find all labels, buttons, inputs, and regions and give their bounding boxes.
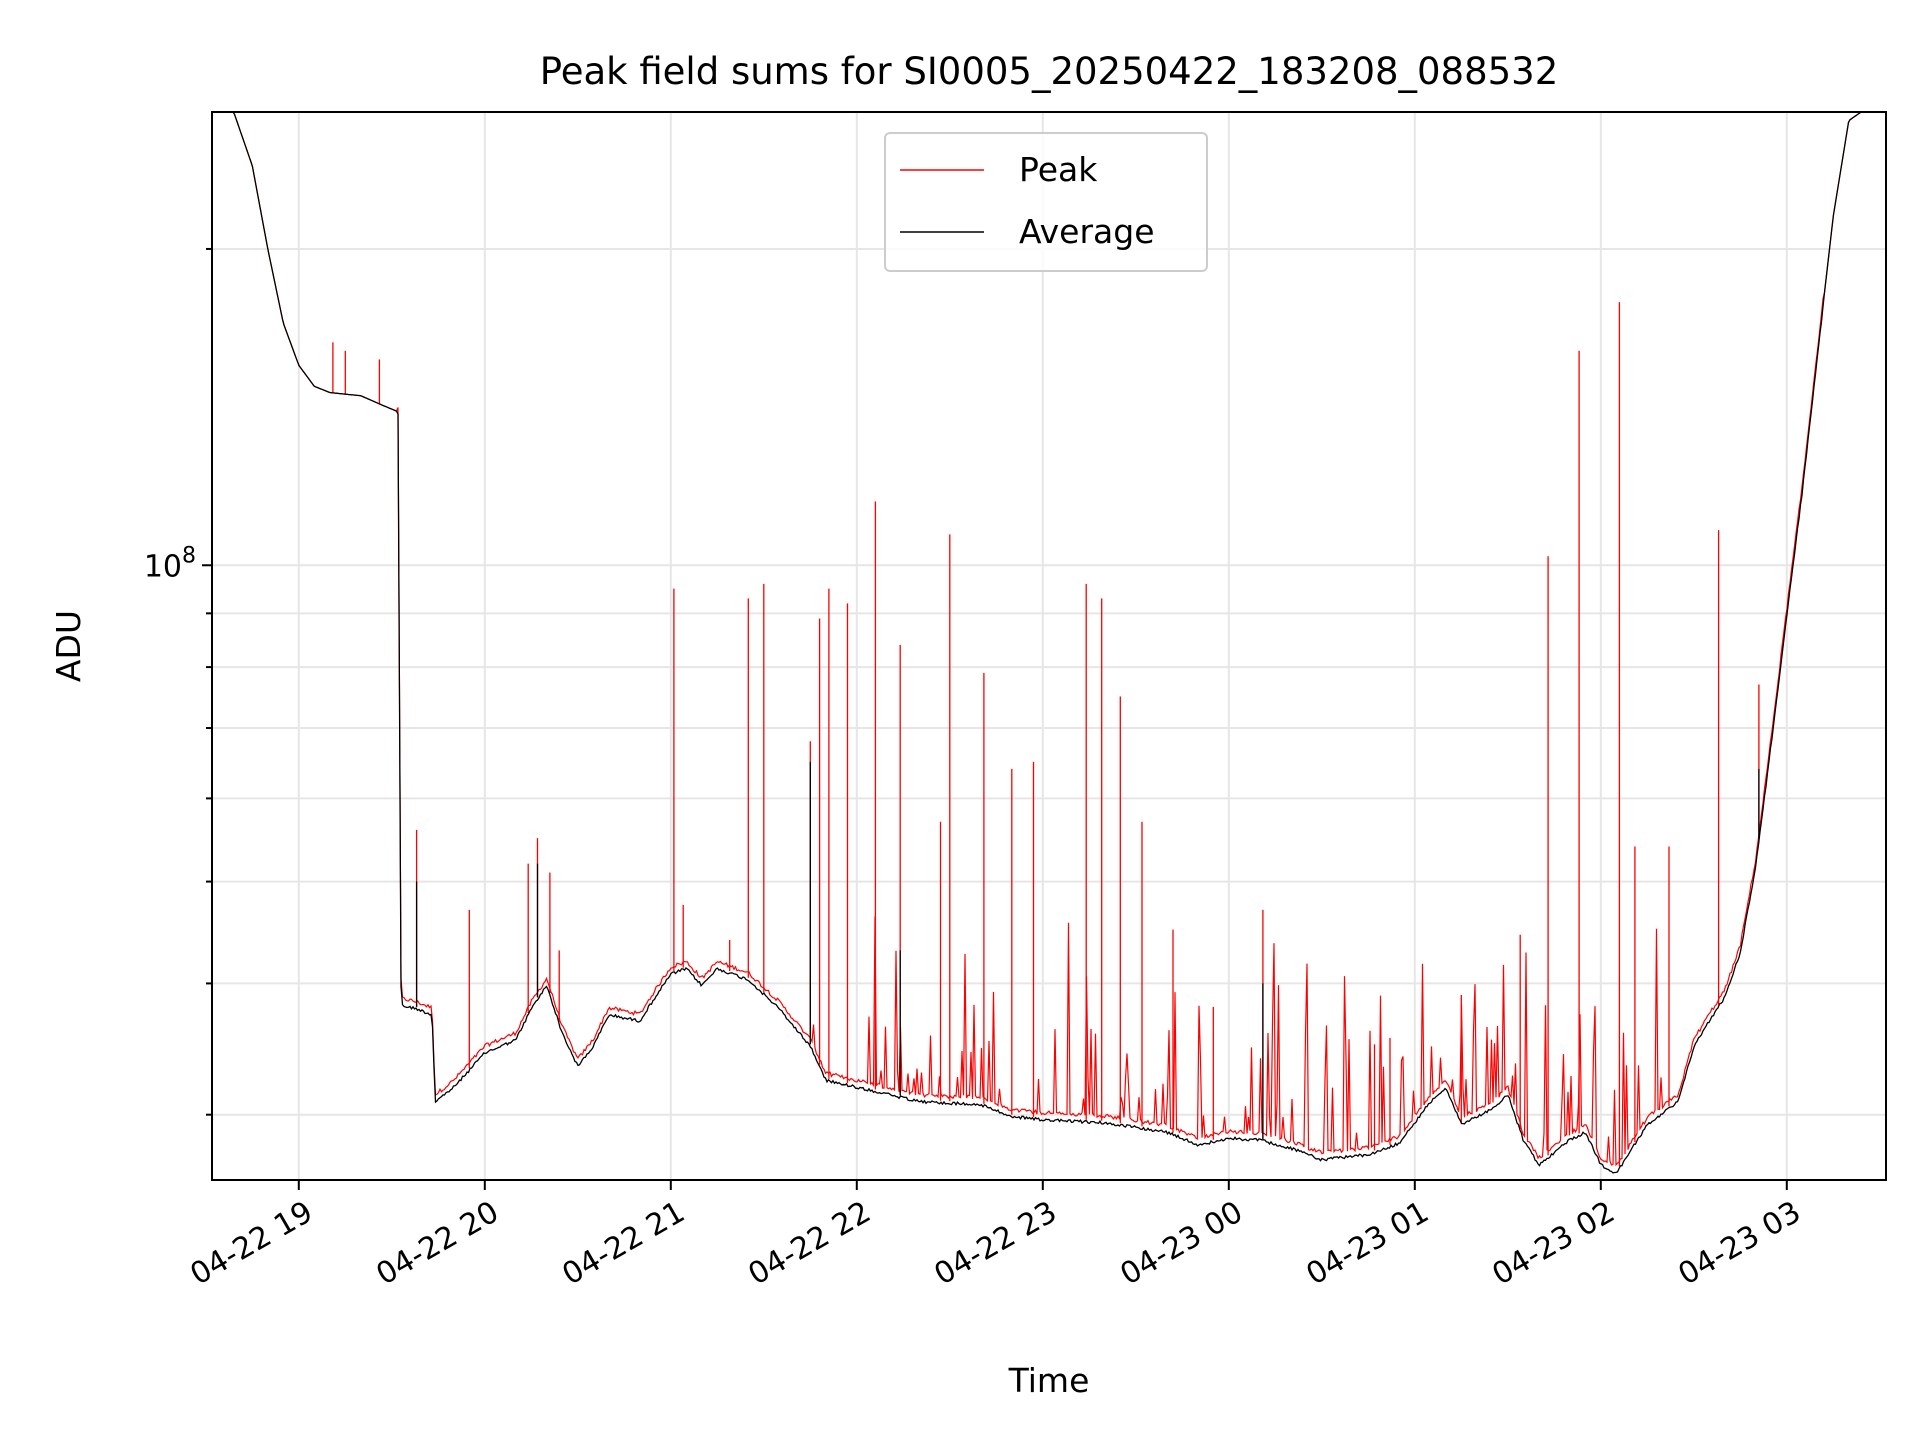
legend: Peak Average [884, 132, 1208, 272]
plot-area [212, 112, 1886, 1174]
legend-label-peak: Peak [1019, 150, 1098, 189]
y-tick-exponent: 8 [182, 543, 196, 568]
axes-frame [211, 111, 1887, 1181]
y-tick-label: 108 [144, 543, 196, 584]
legend-frame [884, 132, 1208, 272]
chart-title: Peak field sums for SI0005_20250422_1832… [540, 50, 1559, 93]
y-axis-label: ADU [49, 610, 88, 682]
legend-label-average: Average [1019, 212, 1155, 251]
series-line-average [212, 112, 1886, 1174]
y-axis: 108 [144, 247, 212, 1116]
y-tick-base: 10 [144, 549, 182, 584]
x-axis-label: Time [1008, 1361, 1090, 1400]
grid [212, 112, 1886, 1180]
series-line-peak [212, 112, 1886, 1167]
